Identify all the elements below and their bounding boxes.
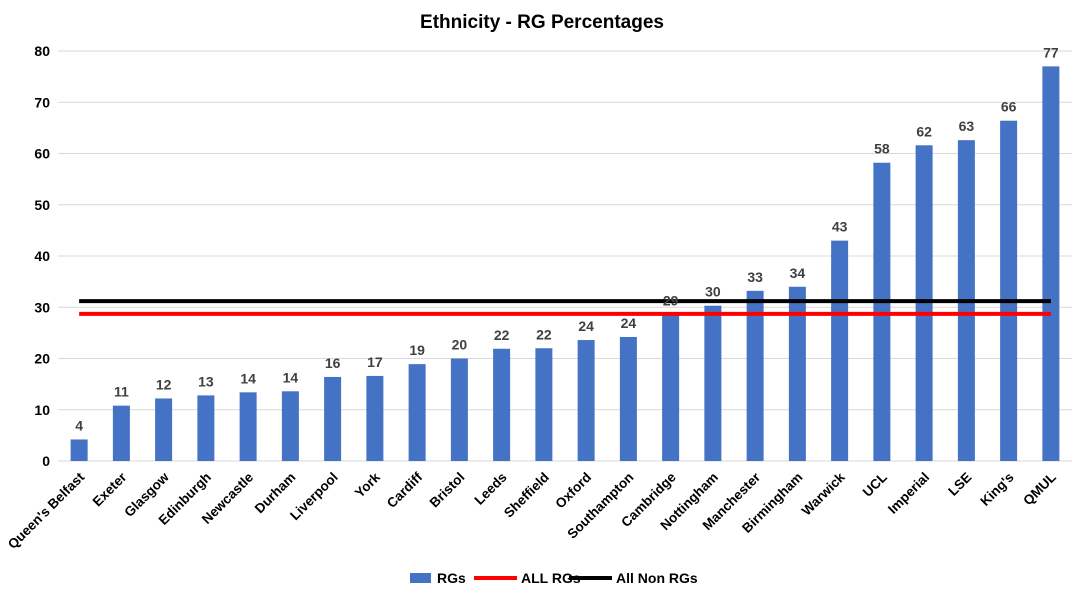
legend: RGs ALL RGs All Non RGs	[410, 570, 698, 586]
bar-0	[70, 439, 88, 461]
legend-swatch-bar	[410, 573, 431, 583]
bar-5	[281, 391, 299, 461]
data-label: 24	[578, 318, 594, 334]
x-tick-label: Queen's Belfast	[5, 469, 88, 552]
data-label: 22	[494, 327, 510, 343]
x-tick-label: Oxford	[552, 470, 594, 512]
data-label: 62	[916, 123, 932, 139]
bar-23	[1042, 66, 1060, 461]
data-label: 63	[959, 118, 975, 134]
x-tick-label: York	[352, 469, 383, 500]
chart-title: Ethnicity - RG Percentages	[420, 12, 664, 33]
data-label: 33	[747, 269, 763, 285]
bar-9	[450, 358, 468, 461]
x-tick-label: UCL	[860, 470, 890, 500]
bar-12	[577, 340, 595, 461]
y-tick-label: 30	[34, 299, 50, 315]
bar-10	[493, 348, 511, 461]
x-axis-ticks: Queen's Belfast ExeterGlasgowEdinburghNew…	[5, 469, 1059, 552]
legend-label: ALL RGs	[521, 570, 581, 586]
x-tick-label: Exeter	[90, 469, 130, 509]
y-tick-label: 40	[34, 248, 50, 264]
data-labels: 4 11 12 13 14 14 16 17 19 20 22 22 24 24 29 30 33 34 43 58 6…	[75, 44, 1059, 433]
bar-17	[788, 286, 806, 461]
x-tick-label: QMUL	[1020, 470, 1059, 509]
x-tick-label: Imperial	[885, 470, 932, 517]
bar-2	[155, 398, 173, 461]
y-tick-label: 10	[34, 402, 50, 418]
x-tick-label: King's	[977, 470, 1016, 509]
bar-16	[746, 290, 764, 461]
bar-13	[619, 336, 637, 461]
x-tick-label: Sheffield	[501, 470, 552, 521]
data-label: 43	[832, 219, 848, 235]
data-label: 77	[1043, 44, 1059, 60]
bar-1	[112, 405, 130, 461]
bar-4	[239, 392, 257, 461]
bar-6	[324, 376, 342, 461]
data-label: 22	[536, 326, 552, 342]
y-tick-label: 70	[34, 94, 50, 110]
data-label: 29	[663, 292, 679, 308]
gridlines	[58, 50, 1072, 462]
data-label: 13	[198, 373, 214, 389]
bar-14	[662, 314, 680, 461]
y-tick-label: 50	[34, 197, 50, 213]
data-label: 20	[452, 337, 468, 353]
data-label: 17	[367, 354, 383, 370]
y-tick-label: 0	[42, 453, 50, 469]
x-tick-label: Bristol	[427, 470, 468, 511]
data-label: 66	[1001, 99, 1017, 115]
x-tick-label: Cardiff	[384, 469, 426, 511]
data-label: 14	[240, 370, 256, 386]
y-tick-label: 80	[34, 43, 50, 59]
x-tick-label: Warwick	[799, 469, 848, 518]
x-tick-label: LSE	[945, 470, 974, 499]
x-tick-label: Leeds	[472, 470, 510, 508]
y-axis-ticks: 0 10 20 30 40 50 60 70 80	[34, 43, 50, 469]
bar-8	[408, 364, 426, 461]
data-label: 30	[705, 284, 721, 300]
data-label: 19	[409, 342, 425, 358]
y-tick-label: 20	[34, 351, 50, 367]
bar-15	[704, 305, 722, 461]
data-label: 34	[790, 265, 806, 281]
bar-20	[915, 145, 933, 462]
data-label: 11	[114, 384, 129, 400]
bar-22	[1000, 120, 1018, 461]
legend-label: All Non RGs	[616, 570, 698, 586]
bar-3	[197, 395, 215, 461]
data-label: 24	[621, 315, 637, 331]
data-label: 4	[75, 417, 83, 433]
data-label: 58	[874, 141, 890, 157]
bar-7	[366, 375, 384, 461]
data-label: 12	[156, 376, 172, 392]
legend-label: RGs	[437, 570, 466, 586]
y-tick-label: 60	[34, 146, 50, 162]
reference-lines	[79, 299, 1051, 316]
bars	[70, 66, 1060, 462]
bar-11	[535, 348, 553, 461]
data-label: 16	[325, 355, 341, 371]
data-label: 14	[283, 369, 299, 385]
bar-18	[831, 240, 849, 461]
bar-19	[873, 162, 891, 461]
